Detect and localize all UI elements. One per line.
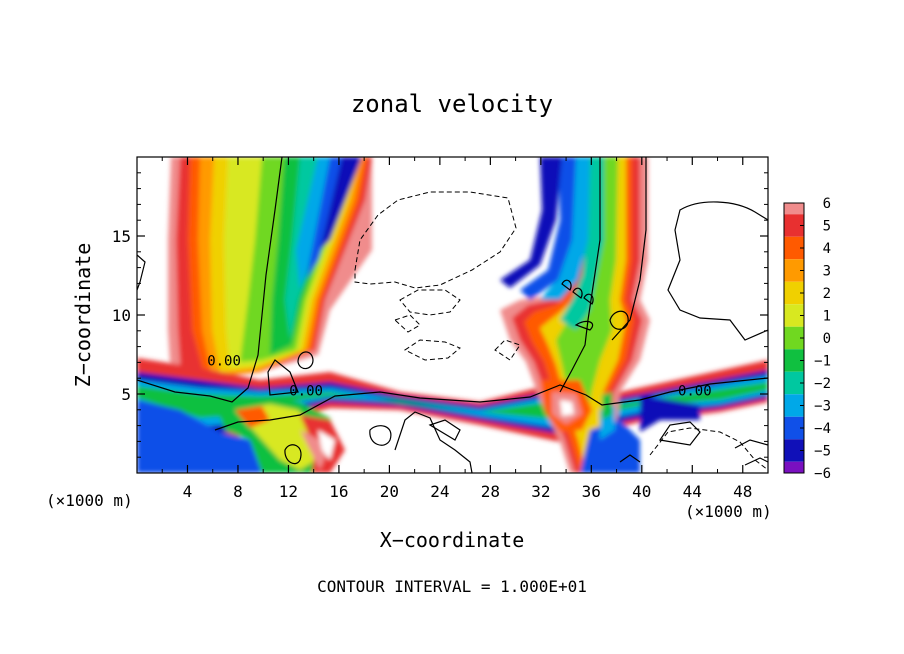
colorbar-tick-label: 2 bbox=[823, 286, 831, 302]
contour-interval-note: CONTOUR INTERVAL = 1.000E+01 bbox=[317, 577, 587, 596]
colorbar-swatch bbox=[784, 304, 804, 327]
colorbar-swatch bbox=[784, 236, 804, 260]
colorbar-tick-label: 4 bbox=[823, 241, 831, 257]
y-tick-label: 15 bbox=[112, 227, 131, 246]
zero-contour-upper-right bbox=[611, 157, 647, 341]
zero-contour-cell bbox=[267, 359, 299, 396]
x-tick-label: 16 bbox=[329, 482, 348, 501]
y-tick-label: 10 bbox=[112, 306, 131, 325]
zero-contour-shear-band bbox=[214, 377, 768, 431]
x-tick-label: 12 bbox=[279, 482, 298, 501]
x-tick-label: 44 bbox=[683, 482, 702, 501]
x-unit-left: (×1000 m) bbox=[46, 491, 133, 510]
x-tick-label: 32 bbox=[531, 482, 550, 501]
colorbar-tick-label: 5 bbox=[823, 219, 831, 235]
colorbar-swatch bbox=[784, 371, 804, 395]
colorbar-swatch bbox=[784, 281, 804, 305]
zero-contour-left-plume bbox=[137, 157, 283, 403]
colorbar-swatch bbox=[784, 349, 804, 372]
y-axis: 5 10 15 bbox=[112, 172, 768, 458]
contour-label: 0.00 bbox=[207, 353, 241, 369]
x-axis-label: X−coordinate bbox=[380, 528, 525, 552]
dashed-contours bbox=[354, 191, 768, 471]
y-axis-label: Z−coordinate bbox=[71, 243, 95, 388]
x-unit-right: (×1000 m) bbox=[685, 502, 772, 521]
x-tick-label: 48 bbox=[733, 482, 752, 501]
colorbar-tick-label: −2 bbox=[814, 376, 831, 392]
colorbar-swatch bbox=[784, 326, 804, 350]
x-tick-label: 36 bbox=[582, 482, 601, 501]
colorbar-tick-label: −4 bbox=[814, 421, 831, 437]
zero-contour-right-plume bbox=[559, 157, 601, 393]
colorbar: 6 5 4 3 2 1 0 −1 −2 −3 −4 −5 −6 bbox=[783, 196, 831, 482]
x-axis: 4 8 12 16 20 24 28 32 36 40 44 48 bbox=[161, 157, 752, 501]
contour-label: 0.00 bbox=[289, 383, 323, 399]
heatmap-field bbox=[137, 157, 768, 473]
y-tick-label: 5 bbox=[121, 385, 131, 404]
x-tick-label: 28 bbox=[481, 482, 500, 501]
colorbar-tick-label: −3 bbox=[814, 399, 831, 415]
colorbar-swatch bbox=[784, 461, 804, 473]
colorbar-swatch bbox=[784, 259, 804, 282]
x-tick-label: 20 bbox=[380, 482, 399, 501]
colorbar-tick-label: 0 bbox=[823, 331, 831, 347]
chart-title: zonal velocity bbox=[351, 90, 553, 118]
colorbar-swatch bbox=[784, 439, 804, 462]
colorbar-swatch bbox=[784, 214, 804, 237]
contour-lines bbox=[137, 157, 768, 473]
x-tick-label: 4 bbox=[183, 482, 193, 501]
colorbar-tick-label: 1 bbox=[823, 309, 831, 325]
colorbar-tick-label: −6 bbox=[814, 466, 831, 482]
colorbar-tick-label: 6 bbox=[823, 196, 831, 212]
x-tick-label: 24 bbox=[430, 482, 449, 501]
colorbar-swatch bbox=[784, 203, 804, 215]
contour-label: 0.00 bbox=[678, 383, 712, 399]
x-tick-label: 40 bbox=[632, 482, 651, 501]
contour-label-group: 0.00 0.00 0.00 bbox=[207, 353, 712, 399]
colorbar-tick-label: 3 bbox=[823, 264, 831, 280]
x-tick-label: 8 bbox=[233, 482, 243, 501]
colorbar-swatch bbox=[784, 394, 804, 417]
colorbar-swatch bbox=[784, 416, 804, 440]
colorbar-tick-label: −1 bbox=[814, 354, 831, 370]
colorbar-tick-label: −5 bbox=[814, 444, 831, 460]
